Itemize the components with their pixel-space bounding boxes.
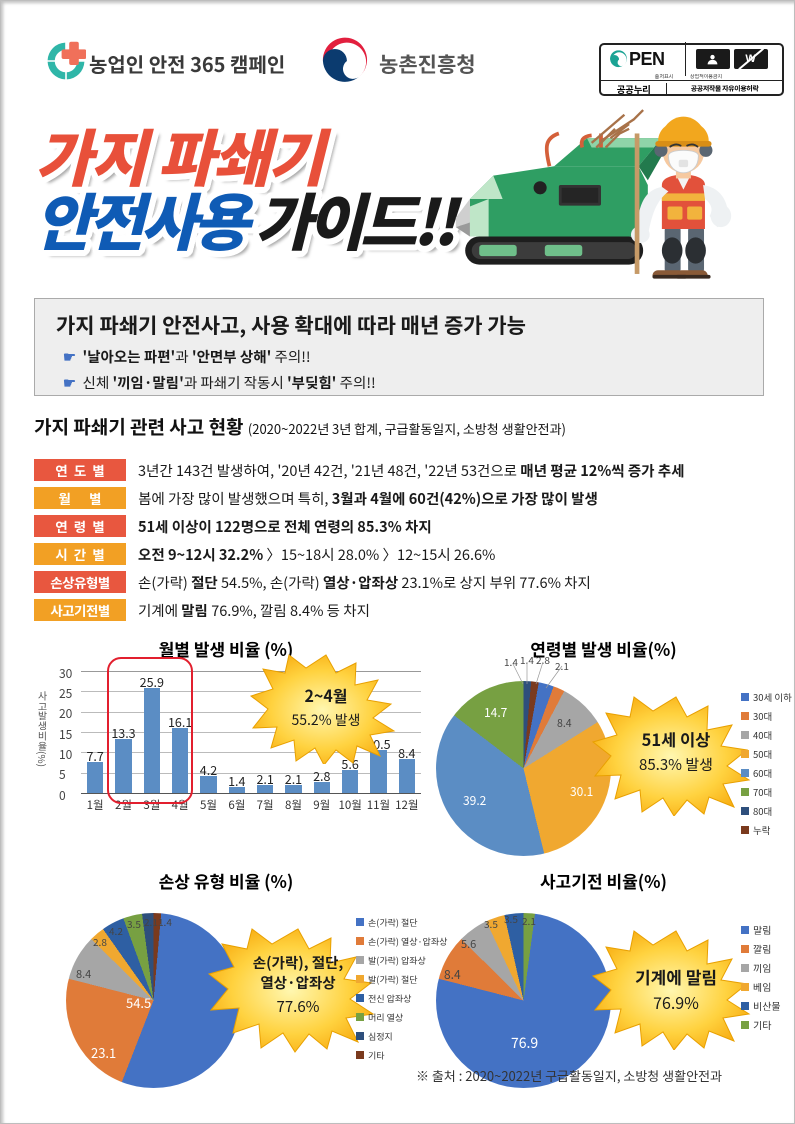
svg-text:기계에 말림: 기계에 말림 [635,964,717,989]
svg-text:2~4월: 2~4월 [304,683,347,707]
svg-text:76.9%: 76.9% [653,990,699,1014]
svg-text:손(가락), 절단,: 손(가락), 절단, [253,952,343,973]
svg-text:열상·압좌상: 열상·압좌상 [260,972,335,993]
svg-text:51세 이상: 51세 이상 [642,727,711,751]
svg-text:85.3% 발생: 85.3% 발생 [639,754,713,775]
svg-text:77.6%: 77.6% [277,996,320,1017]
svg-text:55.2% 발생: 55.2% 발생 [292,710,361,730]
